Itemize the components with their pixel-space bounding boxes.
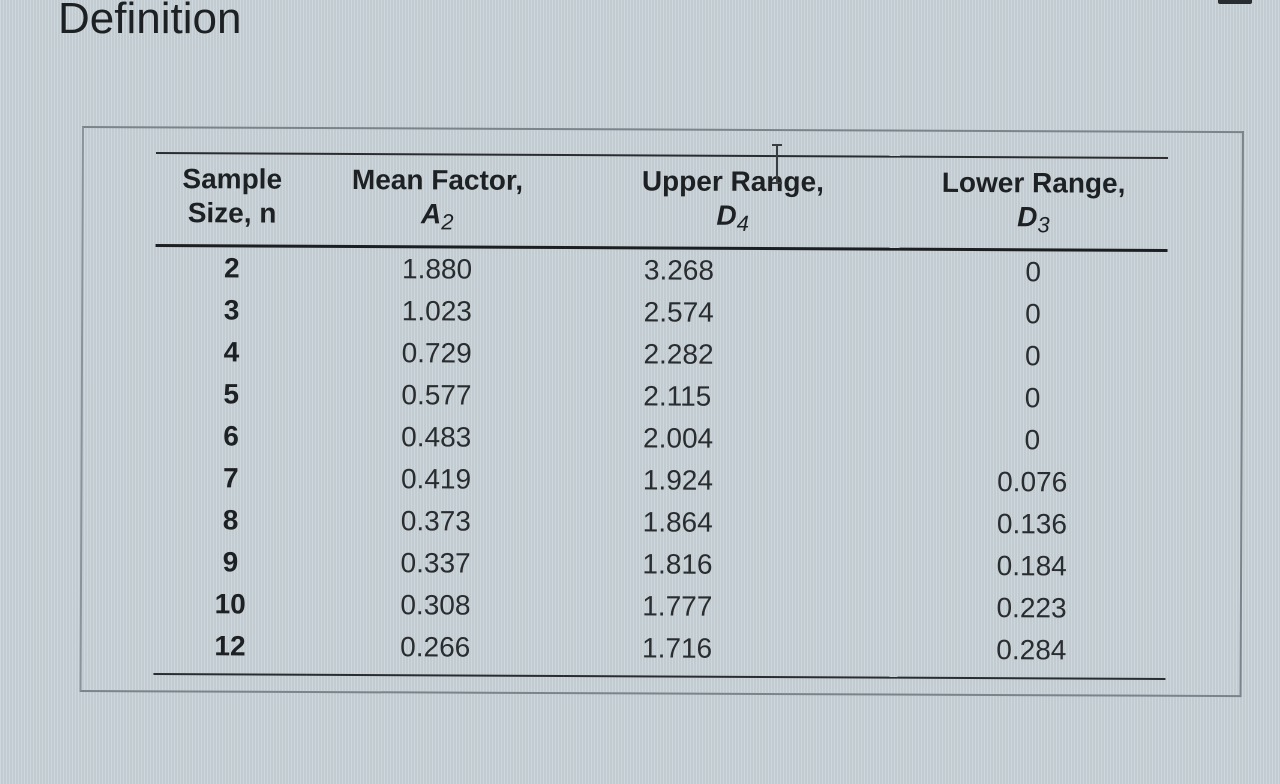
cell-d3: 0.136: [996, 508, 1068, 540]
cell-a2: 1.880: [401, 253, 473, 285]
table-row: 6 0.483 2.004 0: [155, 415, 1167, 462]
header-line: Upper Range,: [641, 165, 824, 198]
cell-d3: 0.184: [996, 550, 1067, 582]
cell-d3: 0.076: [997, 466, 1068, 498]
header-line: Mean Factor,: [351, 163, 524, 196]
table-row: 3 1.023 2.574 0: [155, 289, 1167, 336]
header-mean-factor: Mean Factor, A2: [308, 154, 566, 248]
cell-a2: 1.023: [401, 295, 472, 327]
table-row: 10 0.308 1.777 0.223: [154, 583, 1166, 630]
cell-d4: 2.282: [643, 338, 714, 370]
header-line: Sample: [182, 163, 283, 195]
cell-a2: 0.373: [400, 505, 471, 537]
cell-d4: 2.004: [643, 422, 714, 454]
table-row: 4 0.729 2.282 0: [155, 331, 1167, 378]
cell-d4: 1.816: [642, 548, 713, 580]
table-row: 7 0.419 1.924 0.076: [154, 457, 1166, 504]
table-row: 5 0.577 2.115 0: [155, 373, 1167, 420]
cell-d3: 0: [1025, 256, 1042, 288]
header-line: Lower Range,: [941, 166, 1126, 199]
page-title: Definition: [58, 0, 242, 43]
cell-d3: 0.284: [996, 634, 1067, 666]
header-lower-range: Lower Range, D3: [899, 157, 1168, 251]
cell-a2: 0.266: [400, 631, 471, 663]
cell-a2: 0.577: [401, 379, 472, 411]
header-symbol: D3: [1017, 201, 1050, 238]
cell-a2: 0.337: [400, 547, 471, 579]
cell-n: 4: [223, 336, 240, 368]
header-upper-range: Upper Range, D4: [566, 155, 900, 249]
cell-d4: 2.574: [643, 296, 714, 328]
cell-n: 12: [214, 630, 246, 662]
cell-n: 6: [223, 420, 239, 452]
cell-d4: 1.716: [641, 632, 713, 664]
cell-d4: 2.115: [643, 380, 712, 412]
cell-a2: 0.483: [401, 421, 472, 453]
cell-n: 2: [223, 252, 240, 284]
cell-d4: 1.864: [642, 506, 713, 538]
cell-d3: 0: [1024, 424, 1041, 456]
text-cursor-icon: [772, 144, 782, 184]
header-symbol: D4: [716, 199, 749, 236]
cell-d4: 1.777: [642, 590, 713, 622]
cell-n: 5: [223, 378, 240, 410]
cell-d3: 0: [1024, 340, 1041, 372]
cell-d4: 1.924: [642, 464, 714, 496]
window-control[interactable]: [1218, 0, 1252, 4]
table-row: 12 0.266 1.716 0.284: [153, 625, 1165, 679]
cell-n: 10: [214, 588, 246, 620]
table-row: 2 1.880 3.268 0: [155, 245, 1167, 293]
cell-n: 8: [222, 504, 239, 536]
table-row: 9 0.337 1.816 0.184: [154, 541, 1166, 588]
cell-n: 9: [222, 546, 239, 578]
table-header-row: Sample Size, n Mean Factor, A2 Upper Ran…: [155, 152, 1168, 251]
header-line: Size, n: [187, 197, 277, 229]
cell-a2: 0.729: [401, 337, 472, 369]
control-chart-factors-table: Sample Size, n Mean Factor, A2 Upper Ran…: [153, 152, 1168, 680]
cell-n: 7: [222, 462, 239, 494]
header-sample-size: Sample Size, n: [156, 153, 309, 246]
table-row: 8 0.373 1.864 0.136: [154, 499, 1166, 546]
cell-a2: 0.419: [400, 463, 472, 495]
cell-d3: 0.223: [996, 592, 1067, 624]
cell-a2: 0.308: [400, 589, 471, 621]
cell-d3: 0: [1025, 298, 1041, 330]
cell-d3: 0: [1024, 382, 1041, 414]
cell-n: 3: [223, 294, 240, 326]
header-symbol: A2: [421, 198, 454, 235]
cell-d4: 3.268: [643, 254, 715, 286]
